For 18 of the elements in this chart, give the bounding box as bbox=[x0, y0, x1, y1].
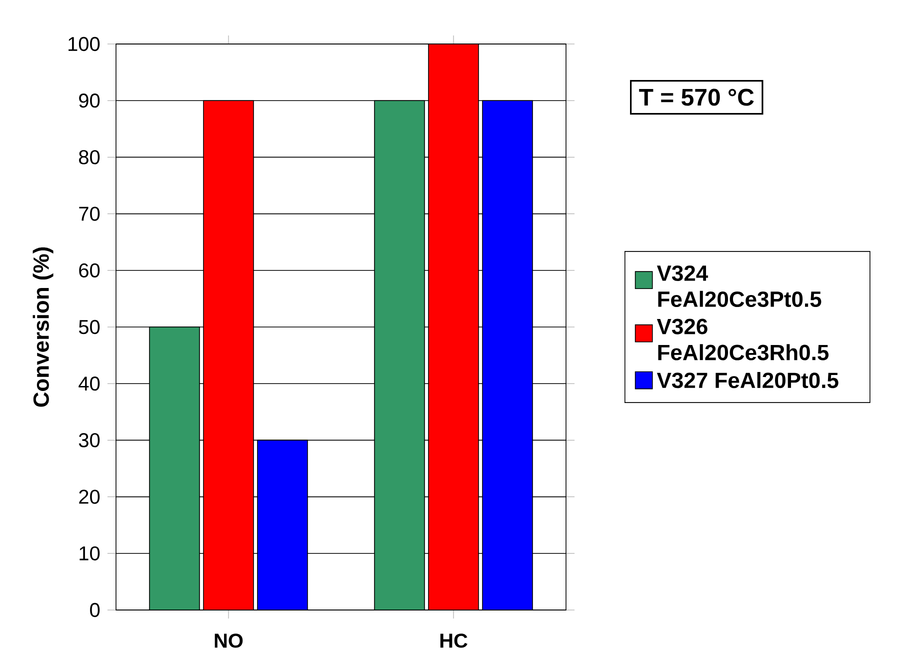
y-tick-label: 50 bbox=[78, 320, 100, 334]
y-tick-label: 40 bbox=[78, 376, 100, 391]
legend-label: V326 FeAl20Ce3Rh0.5 bbox=[656, 318, 829, 360]
y-tick-label: 70 bbox=[79, 206, 100, 221]
text: T = 570 °C bbox=[639, 88, 754, 106]
y-tick-label: 10 bbox=[80, 546, 100, 560]
y-tick-label: 80 bbox=[79, 150, 100, 164]
y-tick-label: 30 bbox=[78, 433, 100, 448]
y-tick-label: 20 bbox=[79, 490, 100, 504]
y-axis-title: Conversion (%) bbox=[32, 247, 54, 407]
x-tick-label: HC bbox=[440, 634, 468, 648]
y-tick-label: 100 bbox=[68, 36, 100, 52]
x-tick-label: NO bbox=[214, 634, 243, 648]
y-tick-label: 60 bbox=[79, 263, 100, 278]
legend-label: V324 FeAl20Ce3Pt0.5 bbox=[656, 265, 822, 308]
y-tick-label: 0 bbox=[90, 602, 100, 618]
legend-label: V327 FeAl20Pt0.5 bbox=[656, 372, 838, 388]
y-tick-label: 90 bbox=[79, 94, 100, 108]
